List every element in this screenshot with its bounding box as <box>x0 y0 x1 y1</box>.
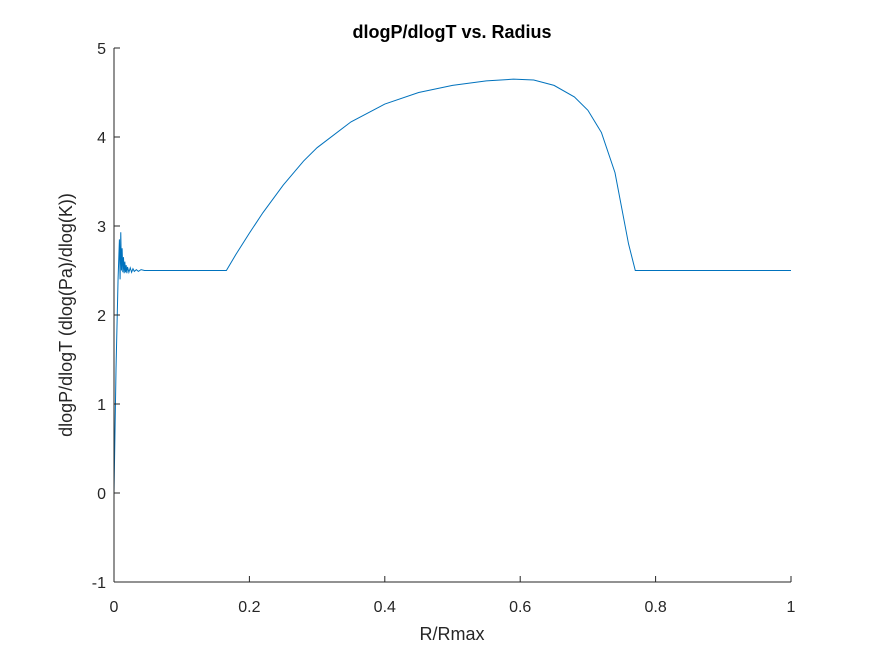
y-axis-label: dlogP/dlogT (dlog(Pa)/dlog(K)) <box>56 193 76 437</box>
x-axis-label: R/Rmax <box>419 624 484 644</box>
x-tick-label: 1 <box>787 599 796 616</box>
y-tick-label: 1 <box>97 397 106 414</box>
y-tick-label: 4 <box>97 130 106 147</box>
plot-area <box>113 78 791 494</box>
x-tick-label: 0 <box>110 599 119 616</box>
x-tick-label: 0.8 <box>644 599 666 616</box>
y-tick-label: 3 <box>97 219 106 236</box>
x-ticks: 0 0.2 0.4 0.6 0.8 1 <box>110 576 796 616</box>
x-tick-label: 0.2 <box>238 599 260 616</box>
y-tick-label: 0 <box>97 486 106 503</box>
data-series-line <box>113 78 791 494</box>
y-tick-label: 5 <box>97 41 106 58</box>
chart-title: dlogP/dlogT vs. Radius <box>352 22 551 42</box>
y-ticks: -1 0 1 2 3 4 5 <box>92 41 120 592</box>
y-tick-label: -1 <box>92 575 106 592</box>
y-tick-label: 2 <box>97 308 106 325</box>
x-tick-label: 0.6 <box>509 599 531 616</box>
x-tick-label: 0.4 <box>374 599 396 616</box>
